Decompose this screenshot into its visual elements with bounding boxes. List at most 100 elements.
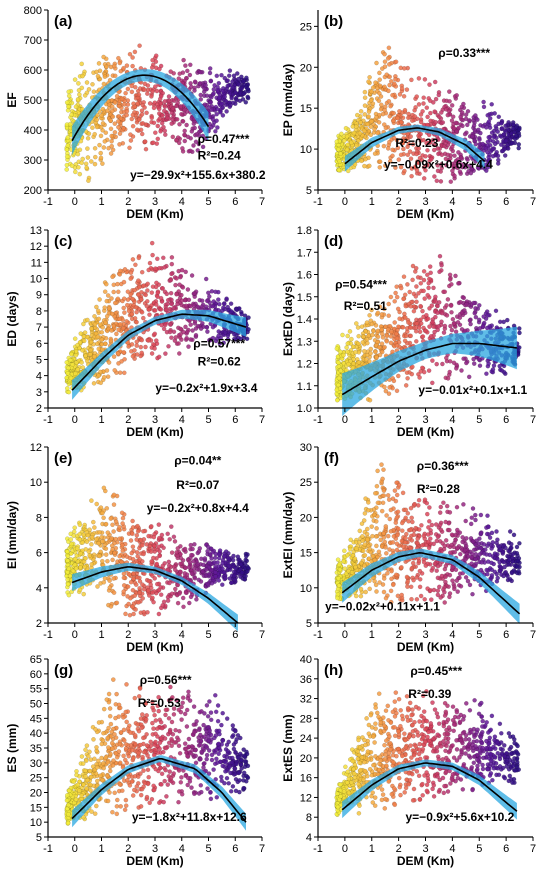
- scatter-point: [454, 366, 459, 371]
- scatter-point: [351, 130, 357, 136]
- scatter-point: [164, 291, 170, 297]
- scatter-point: [192, 125, 197, 131]
- scatter-point: [85, 146, 90, 151]
- scatter-point: [220, 113, 226, 118]
- x-tick-label: 0: [342, 196, 348, 208]
- scatter-point: [141, 609, 147, 615]
- scatter-point: [87, 553, 92, 558]
- scatter-point: [195, 567, 200, 572]
- scatter-point: [400, 325, 406, 330]
- scatter-point: [66, 93, 72, 99]
- y-tick-label: 9: [36, 290, 42, 302]
- equation-annotation: y=−0.2x²+1.9x+3.4: [155, 381, 257, 395]
- scatter-point: [64, 147, 70, 152]
- scatter-point: [468, 170, 474, 176]
- scatter-point: [77, 537, 83, 542]
- scatter-point: [152, 543, 157, 549]
- scatter-point: [182, 546, 188, 552]
- y-tick-label: 1.4: [297, 314, 312, 326]
- x-tick-label: 6: [232, 414, 238, 426]
- scatter-point: [246, 315, 251, 320]
- scatter-point: [453, 273, 458, 279]
- scatter-point: [414, 284, 419, 289]
- scatter-point: [223, 549, 229, 554]
- scatter-point: [379, 462, 384, 467]
- scatter-point: [111, 289, 116, 295]
- scatter-point: [139, 112, 145, 117]
- scatter-point: [91, 519, 96, 525]
- scatter-point: [82, 93, 88, 98]
- scatter-point: [440, 361, 445, 367]
- scatter-point: [426, 285, 431, 291]
- scatter-point: [217, 301, 222, 307]
- scatter-point: [414, 321, 419, 326]
- scatter-point: [142, 81, 148, 87]
- scatter-point: [382, 64, 388, 69]
- scatter-point: [361, 128, 367, 134]
- scatter-point: [72, 525, 77, 530]
- scatter-point: [437, 522, 443, 528]
- scatter-point: [79, 85, 85, 91]
- scatter-point: [355, 325, 361, 330]
- scatter-point: [364, 320, 370, 325]
- scatter-point: [167, 322, 173, 327]
- scatter-point: [136, 292, 141, 298]
- scatter-point: [73, 169, 78, 175]
- scatter-point: [116, 119, 121, 124]
- y-tick-label: 4: [36, 583, 42, 595]
- scatter-point: [475, 117, 480, 122]
- scatter-point: [79, 61, 84, 67]
- scatter-point: [393, 59, 399, 65]
- scatter-point: [74, 546, 80, 551]
- scatter-point: [103, 320, 108, 325]
- scatter-point: [157, 66, 162, 72]
- scatter-point: [429, 303, 435, 308]
- scatter-point: [141, 315, 146, 321]
- scatter-point: [382, 84, 387, 90]
- scatter-point: [137, 284, 142, 290]
- scatter-point: [232, 577, 238, 583]
- scatter-point: [127, 51, 133, 57]
- scatter-point: [130, 556, 136, 562]
- scatter-point: [373, 80, 378, 85]
- scatter-point: [185, 287, 191, 292]
- scatter-point: [392, 81, 397, 87]
- scatter-point: [100, 106, 106, 112]
- scatter-point: [97, 142, 102, 148]
- scatter-point: [168, 277, 174, 283]
- scatter-point: [134, 352, 140, 357]
- scatter-point: [123, 90, 128, 96]
- x-tick-label: 6: [503, 414, 509, 426]
- scatter-point: [502, 153, 508, 158]
- scatter-point: [121, 305, 126, 311]
- scatter-point: [377, 70, 382, 76]
- scatter-point: [377, 83, 383, 89]
- equation-annotation: y=−0.01x²+0.1x+1.1: [418, 383, 527, 397]
- scatter-point: [210, 324, 216, 330]
- scatter-point: [167, 306, 173, 312]
- scatter-point: [167, 329, 173, 335]
- scatter-point: [111, 354, 117, 359]
- scatter-point: [204, 93, 210, 98]
- scatter-point: [174, 117, 180, 122]
- scatter-point: [68, 537, 73, 542]
- scatter-point: [369, 119, 374, 124]
- scatter-point: [153, 53, 159, 58]
- scatter-point: [122, 370, 127, 376]
- scatter-point: [439, 263, 444, 268]
- scatter-point: [420, 334, 426, 339]
- scatter-point: [382, 51, 387, 57]
- scatter-point: [188, 594, 194, 600]
- scatter-point: [377, 165, 383, 170]
- scatter-point: [442, 289, 448, 295]
- scatter-point: [114, 331, 119, 337]
- scatter-point: [139, 269, 145, 275]
- scatter-point: [407, 149, 413, 154]
- scatter-point: [495, 153, 501, 159]
- scatter-point: [112, 73, 118, 79]
- scatter-point: [395, 306, 401, 312]
- scatter-point: [161, 599, 167, 605]
- scatter-point: [198, 97, 204, 102]
- scatter-point: [177, 591, 182, 596]
